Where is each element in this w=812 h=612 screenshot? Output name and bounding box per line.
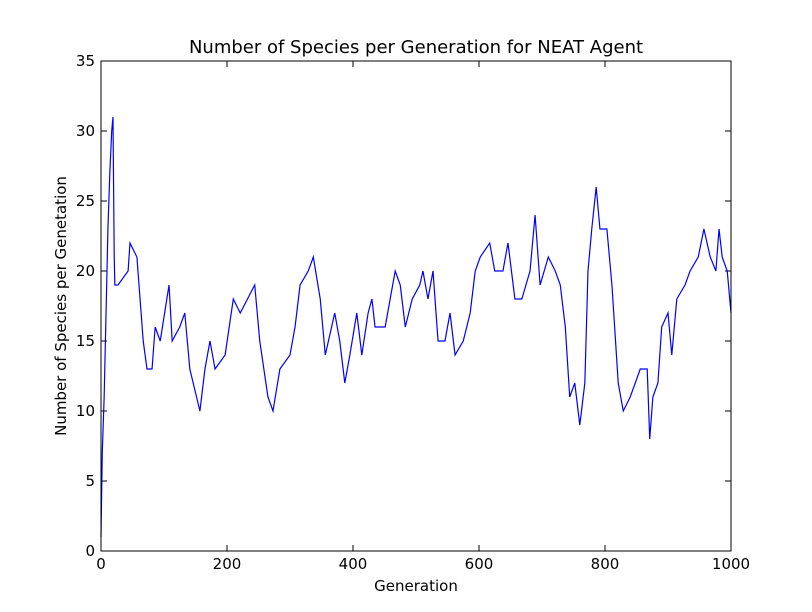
plot-frame: [100, 60, 732, 552]
y-tick-label: 5: [85, 472, 95, 490]
chart-title: Number of Species per Generation for NEA…: [189, 37, 643, 58]
y-tick-label: 0: [85, 542, 95, 560]
y-tick-label: 30: [76, 122, 95, 140]
x-axis-label: Generation: [374, 577, 458, 595]
y-tick-label: 35: [76, 52, 95, 70]
x-tick-label: 400: [339, 555, 368, 573]
x-tick-label: 600: [465, 555, 494, 573]
data-line: [100, 116, 732, 538]
x-tick-label: 800: [591, 555, 620, 573]
y-axis-label: Number of Species per Genetation: [52, 176, 70, 436]
y-tick-label: 10: [76, 402, 95, 420]
x-tick-label: 200: [213, 555, 242, 573]
y-tick-label: 20: [76, 262, 95, 280]
y-tick-label: 15: [76, 332, 95, 350]
x-tick-label: 1000: [712, 555, 750, 573]
y-tick-label: 25: [76, 192, 95, 210]
x-tick-label: 0: [96, 555, 106, 573]
